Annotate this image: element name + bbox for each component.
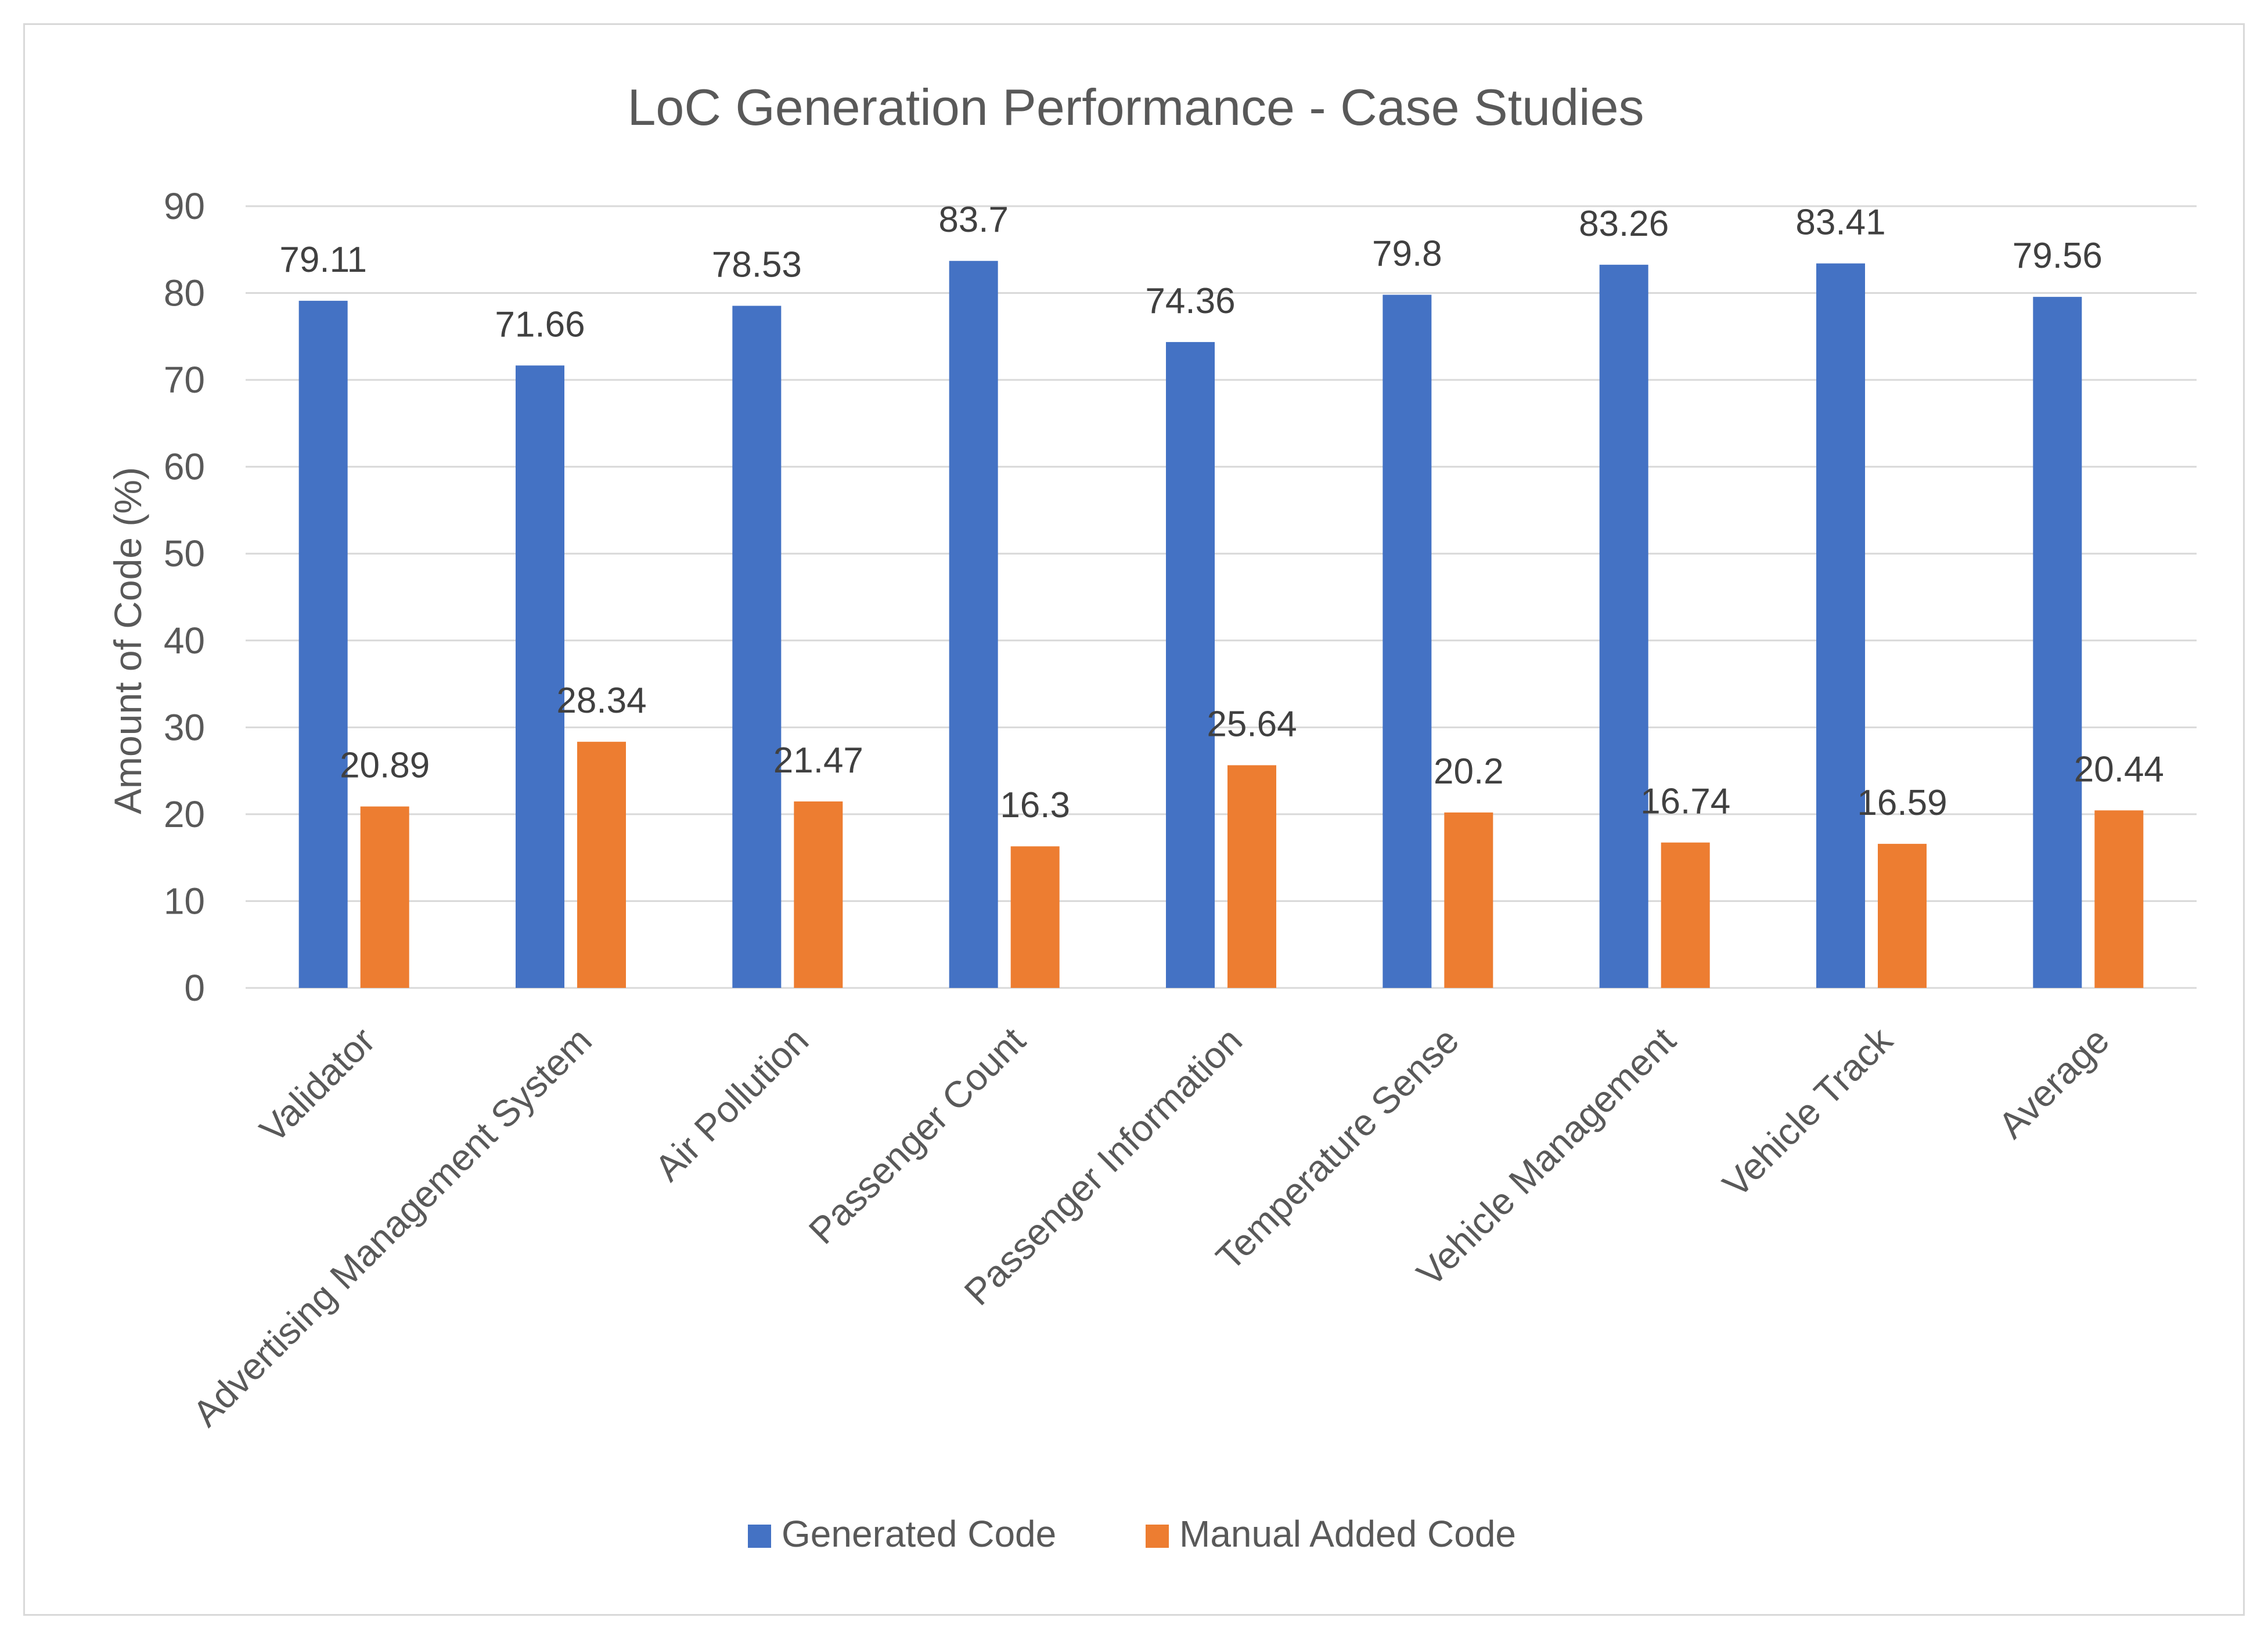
bar-generated	[949, 261, 998, 989]
y-tick-label: 70	[164, 359, 205, 401]
data-label: 71.66	[495, 304, 585, 344]
y-tick-label: 50	[164, 533, 205, 574]
x-tick-label: Vehicle Track	[1715, 1019, 1901, 1205]
y-tick-label: 20	[164, 793, 205, 835]
y-tick-label: 80	[164, 272, 205, 314]
y-tick-label: 40	[164, 620, 205, 662]
x-tick-label: Average	[1990, 1019, 2118, 1146]
bar-generated	[1816, 263, 1865, 988]
bar-manual	[1444, 812, 1493, 988]
legend-label: Manual Added Code	[1179, 1513, 1516, 1555]
y-tick-label: 0	[184, 967, 205, 1009]
data-label: 78.53	[712, 245, 802, 285]
y-tick-label: 10	[164, 880, 205, 922]
data-label: 21.47	[773, 741, 863, 781]
legend: Generated Code Manual Added Code	[748, 1513, 1516, 1555]
bar-manual	[794, 801, 843, 988]
bar-manual	[1010, 846, 1060, 988]
data-label: 16.74	[1640, 782, 1730, 822]
gridlines	[246, 205, 2197, 989]
x-tick-label: Passenger Count	[801, 1019, 1034, 1252]
chart-frame: LoC Generation Performance - Case Studie…	[23, 23, 2245, 1616]
data-label: 79.8	[1372, 234, 1442, 274]
data-label: 25.64	[1207, 705, 1297, 745]
x-tick-label: Validator	[251, 1019, 383, 1151]
bar-chart: LoC Generation Performance - Case Studie…	[106, 78, 2197, 1555]
bar-generated	[1166, 342, 1215, 988]
y-axis-ticks: 0 10 20 30 40 50 60 70 80 90	[164, 185, 205, 1009]
bar-manual	[360, 806, 409, 988]
data-label: 20.2	[1434, 752, 1504, 792]
bar-generated	[1383, 294, 1432, 989]
legend-swatch	[1146, 1525, 1169, 1548]
bar-manual	[2094, 810, 2144, 988]
bar-generated	[1599, 264, 1648, 989]
data-label: 16.59	[1857, 783, 1947, 823]
legend-label: Generated Code	[782, 1513, 1056, 1555]
data-label: 79.11	[279, 240, 367, 280]
bar-manual	[1661, 842, 1710, 988]
data-labels: 79.11 20.89 71.66 28.34 78.53 21.47 83.7 16.3 74…	[279, 200, 2164, 825]
data-label: 83.26	[1579, 204, 1669, 244]
bar-generated	[732, 305, 782, 988]
data-label: 20.44	[2074, 749, 2164, 789]
data-label: 16.3	[1000, 785, 1070, 825]
x-tick-label: Air Pollution	[647, 1019, 816, 1189]
y-tick-label: 90	[164, 185, 205, 227]
bar-generated	[2033, 297, 2082, 988]
data-label: 79.56	[2013, 236, 2103, 276]
y-tick-label: 30	[164, 706, 205, 748]
data-label: 83.7	[938, 200, 1009, 240]
data-label: 28.34	[556, 681, 646, 721]
chart-title: LoC Generation Performance - Case Studie…	[627, 78, 1644, 136]
x-tick-label: Advertising Management System	[185, 1019, 600, 1435]
bar-generated	[298, 300, 348, 988]
data-label: 74.36	[1145, 281, 1235, 321]
legend-swatch	[748, 1525, 771, 1548]
bar-manual	[577, 742, 626, 988]
y-axis-label: Amount of Code (%)	[106, 467, 149, 814]
y-tick-label: 60	[164, 446, 205, 488]
bar-manual	[1227, 765, 1276, 988]
x-tick-label: Temperature Sense	[1208, 1019, 1467, 1278]
bar-manual	[1878, 843, 1927, 988]
data-label: 83.41	[1795, 203, 1885, 243]
data-label: 20.89	[340, 746, 430, 786]
bars	[298, 261, 2144, 989]
bar-generated	[516, 365, 564, 988]
